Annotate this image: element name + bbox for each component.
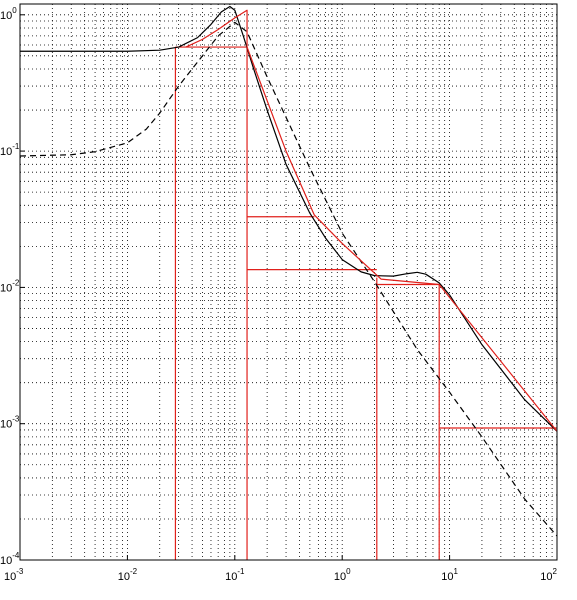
plot-frame	[19, 3, 558, 561]
x-axis-ticks: 10-3 10-2 10-1 100 101 102	[4, 555, 558, 583]
y-tick-label: 10-2	[0, 278, 20, 294]
x-tick-label: 100	[334, 567, 351, 583]
x-tick-label: 101	[441, 567, 458, 583]
reference-lines	[174, 46, 557, 560]
x-tick-label: 10-2	[118, 567, 138, 583]
x-tick-label: 10-1	[225, 567, 245, 583]
series-line-1	[20, 5, 558, 432]
plot-area	[20, 4, 557, 560]
x-tick-label: 102	[540, 567, 557, 583]
x-tick-label: 10-3	[4, 567, 24, 583]
y-tick-label: 10-1	[0, 142, 20, 158]
y-tick-label: 10-4	[0, 551, 20, 567]
y-tick-label: 100	[0, 6, 17, 22]
series-line-2	[19, 21, 558, 537]
grid	[19, 4, 557, 561]
series-line-3	[185, 9, 558, 432]
y-tick-label: 10-3	[0, 415, 20, 431]
series-lines	[19, 5, 558, 537]
y-axis-ticks: 100 10-1 10-2 10-3 10-4	[0, 6, 25, 567]
